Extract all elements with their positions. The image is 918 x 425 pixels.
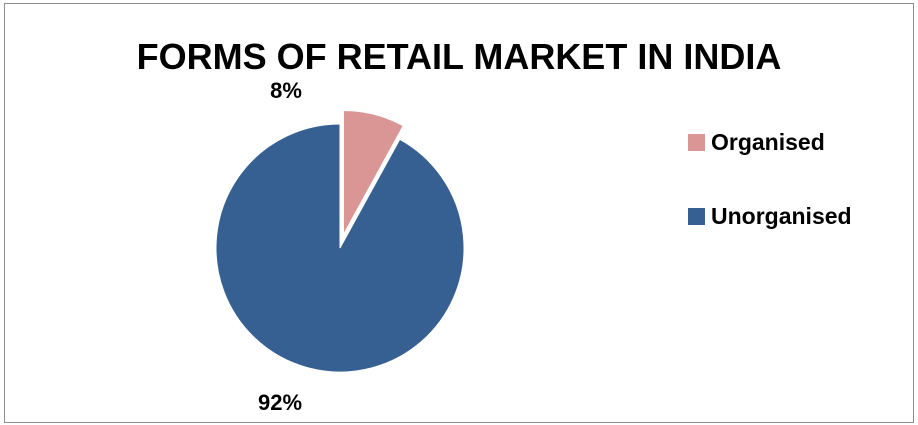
legend-item-organised: Organised [688,128,852,156]
legend-label-organised: Organised [711,128,825,155]
legend-swatch-unorganised [688,207,705,225]
chart-title: FORMS OF RETAIL MARKET IN INDIA [136,36,782,77]
legend-label-unorganised: Unorganised [711,202,852,229]
legend-swatch-organised [688,133,705,151]
data-label-unorganised: 92% [258,390,302,415]
data-label-organised: 8% [270,78,302,103]
legend-item-unorganised: Unorganised [688,202,852,230]
pie-slice-unorganised [215,123,465,373]
legend: Organised Unorganised [688,128,852,276]
pie-slice-organised [342,109,404,235]
